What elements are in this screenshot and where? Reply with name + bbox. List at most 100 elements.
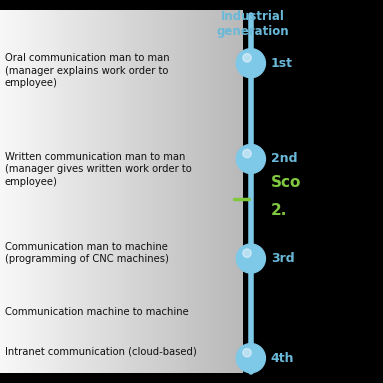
- Bar: [118, 207, 122, 293]
- Bar: [73, 132, 77, 207]
- Bar: [154, 207, 158, 293]
- Bar: [61, 10, 65, 132]
- Bar: [187, 293, 190, 331]
- Bar: [138, 207, 142, 293]
- Bar: [134, 132, 138, 207]
- Bar: [211, 207, 215, 293]
- Bar: [134, 10, 138, 132]
- Bar: [73, 293, 77, 331]
- Bar: [203, 207, 207, 293]
- Bar: [65, 331, 69, 373]
- Bar: [89, 132, 93, 207]
- Bar: [195, 331, 199, 373]
- Bar: [146, 331, 150, 373]
- Bar: [97, 132, 101, 207]
- Bar: [65, 293, 69, 331]
- Polygon shape: [243, 52, 247, 74]
- Bar: [28, 10, 33, 132]
- Bar: [101, 331, 105, 373]
- Bar: [174, 331, 178, 373]
- Bar: [170, 132, 174, 207]
- Bar: [215, 10, 219, 132]
- Bar: [85, 293, 89, 331]
- Bar: [134, 293, 138, 331]
- Bar: [178, 293, 182, 331]
- Bar: [73, 207, 77, 293]
- Bar: [126, 207, 130, 293]
- Bar: [182, 293, 187, 331]
- Bar: [41, 331, 44, 373]
- Bar: [0, 293, 4, 331]
- Bar: [166, 207, 170, 293]
- Bar: [199, 293, 203, 331]
- Bar: [118, 10, 122, 132]
- Bar: [118, 331, 122, 373]
- Bar: [65, 207, 69, 293]
- Bar: [81, 293, 85, 331]
- Bar: [4, 132, 8, 207]
- Bar: [53, 10, 57, 132]
- Bar: [134, 207, 138, 293]
- Bar: [118, 132, 122, 207]
- Bar: [154, 293, 158, 331]
- Bar: [170, 207, 174, 293]
- Bar: [219, 293, 223, 331]
- Bar: [101, 207, 105, 293]
- Bar: [101, 293, 105, 331]
- Bar: [20, 331, 25, 373]
- Bar: [0, 207, 4, 293]
- Bar: [122, 132, 126, 207]
- Bar: [85, 132, 89, 207]
- Bar: [93, 293, 97, 331]
- Bar: [97, 293, 101, 331]
- Bar: [69, 207, 73, 293]
- Bar: [199, 132, 203, 207]
- Bar: [122, 207, 126, 293]
- Bar: [77, 10, 81, 132]
- Bar: [97, 331, 101, 373]
- Bar: [61, 132, 65, 207]
- Bar: [85, 331, 89, 373]
- Bar: [182, 331, 187, 373]
- Bar: [223, 293, 227, 331]
- Bar: [138, 10, 142, 132]
- Bar: [57, 10, 61, 132]
- Bar: [36, 207, 41, 293]
- Circle shape: [236, 344, 265, 373]
- Bar: [118, 293, 122, 331]
- Bar: [81, 10, 85, 132]
- Bar: [57, 293, 61, 331]
- Bar: [33, 293, 36, 331]
- Bar: [81, 132, 85, 207]
- Polygon shape: [243, 347, 247, 369]
- Bar: [239, 207, 243, 293]
- Bar: [28, 293, 33, 331]
- Circle shape: [243, 249, 251, 257]
- Bar: [199, 331, 203, 373]
- Bar: [113, 10, 118, 132]
- Bar: [195, 207, 199, 293]
- Bar: [16, 207, 20, 293]
- Bar: [73, 331, 77, 373]
- Bar: [93, 10, 97, 132]
- Bar: [57, 207, 61, 293]
- Bar: [4, 331, 8, 373]
- Bar: [110, 293, 113, 331]
- Bar: [85, 10, 89, 132]
- Bar: [25, 331, 28, 373]
- Bar: [89, 10, 93, 132]
- Bar: [158, 10, 162, 132]
- Bar: [150, 293, 154, 331]
- Text: Intranet communication (cloud-based): Intranet communication (cloud-based): [5, 347, 196, 357]
- Bar: [69, 10, 73, 132]
- Bar: [20, 132, 25, 207]
- Bar: [223, 10, 227, 132]
- Bar: [138, 132, 142, 207]
- Bar: [65, 10, 69, 132]
- Bar: [150, 10, 154, 132]
- Bar: [44, 10, 49, 132]
- Bar: [203, 331, 207, 373]
- Bar: [8, 132, 12, 207]
- Text: Industrial
generation: Industrial generation: [216, 10, 289, 38]
- Bar: [162, 293, 166, 331]
